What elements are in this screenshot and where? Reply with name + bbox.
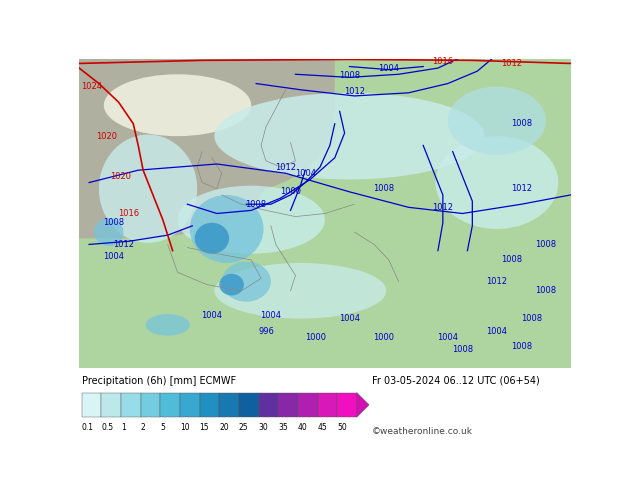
Text: 1020: 1020 bbox=[110, 172, 131, 181]
Ellipse shape bbox=[190, 195, 264, 263]
Bar bbox=[82, 392, 101, 417]
Bar bbox=[160, 392, 180, 417]
Text: 1012: 1012 bbox=[486, 277, 507, 286]
Text: 1012: 1012 bbox=[113, 240, 134, 249]
Bar bbox=[337, 392, 357, 417]
Text: 1004: 1004 bbox=[486, 326, 507, 336]
Polygon shape bbox=[357, 392, 369, 417]
Bar bbox=[180, 392, 200, 417]
Ellipse shape bbox=[99, 135, 197, 243]
Text: 15: 15 bbox=[200, 422, 209, 432]
Text: 25: 25 bbox=[239, 422, 249, 432]
Bar bbox=[298, 392, 318, 417]
Ellipse shape bbox=[195, 223, 229, 254]
Text: 1016: 1016 bbox=[118, 209, 139, 218]
Text: 1008: 1008 bbox=[501, 255, 522, 265]
Text: 30: 30 bbox=[259, 422, 268, 432]
Ellipse shape bbox=[94, 218, 124, 246]
Text: 1008: 1008 bbox=[511, 342, 532, 351]
Text: 1024: 1024 bbox=[81, 82, 102, 91]
Text: 1008: 1008 bbox=[511, 119, 532, 128]
Text: 1012: 1012 bbox=[501, 59, 522, 68]
Bar bbox=[141, 392, 160, 417]
Text: 0.5: 0.5 bbox=[101, 422, 113, 432]
Bar bbox=[219, 392, 239, 417]
Text: 5: 5 bbox=[160, 422, 165, 432]
Bar bbox=[239, 392, 259, 417]
Text: 1004: 1004 bbox=[261, 311, 281, 320]
Text: 1004: 1004 bbox=[378, 64, 399, 73]
Text: 0.1: 0.1 bbox=[82, 422, 94, 432]
Text: 1008: 1008 bbox=[339, 72, 360, 80]
Text: 10: 10 bbox=[180, 422, 190, 432]
Text: 1004: 1004 bbox=[295, 169, 316, 178]
Text: 1020: 1020 bbox=[96, 132, 117, 141]
Ellipse shape bbox=[178, 186, 325, 254]
Text: 45: 45 bbox=[318, 422, 327, 432]
Ellipse shape bbox=[104, 74, 251, 136]
Text: 1012: 1012 bbox=[432, 203, 453, 212]
Text: 1008: 1008 bbox=[373, 184, 394, 193]
Text: 1004: 1004 bbox=[339, 314, 360, 323]
Ellipse shape bbox=[436, 136, 559, 229]
Text: 1: 1 bbox=[121, 422, 126, 432]
Text: 1004: 1004 bbox=[103, 252, 124, 261]
FancyBboxPatch shape bbox=[0, 6, 276, 238]
Text: 1008: 1008 bbox=[452, 345, 473, 354]
Ellipse shape bbox=[222, 262, 271, 302]
Bar bbox=[278, 392, 298, 417]
Text: 20: 20 bbox=[219, 422, 229, 432]
Text: 2: 2 bbox=[141, 422, 145, 432]
Text: 1000: 1000 bbox=[280, 187, 301, 196]
Text: Precipitation (6h) [mm] ECMWF: Precipitation (6h) [mm] ECMWF bbox=[82, 376, 236, 386]
Text: 996: 996 bbox=[258, 326, 274, 336]
Text: 35: 35 bbox=[278, 422, 288, 432]
Text: 1012: 1012 bbox=[275, 163, 296, 172]
Text: 1004: 1004 bbox=[202, 311, 223, 320]
Text: 1008: 1008 bbox=[245, 200, 267, 209]
Text: 1000: 1000 bbox=[304, 333, 326, 342]
Ellipse shape bbox=[146, 314, 190, 336]
Text: 50: 50 bbox=[337, 422, 347, 432]
Bar bbox=[318, 392, 337, 417]
Bar bbox=[121, 392, 141, 417]
Text: Fr 03-05-2024 06..12 UTC (06+54): Fr 03-05-2024 06..12 UTC (06+54) bbox=[372, 376, 540, 386]
Text: 1008: 1008 bbox=[536, 286, 557, 295]
Text: ©weatheronline.co.uk: ©weatheronline.co.uk bbox=[372, 427, 472, 436]
FancyBboxPatch shape bbox=[0, 0, 335, 198]
Text: 1008: 1008 bbox=[103, 218, 124, 227]
Text: 1000: 1000 bbox=[373, 333, 394, 342]
Bar bbox=[259, 392, 278, 417]
Ellipse shape bbox=[448, 87, 546, 155]
Bar bbox=[200, 392, 219, 417]
Text: 40: 40 bbox=[298, 422, 307, 432]
Ellipse shape bbox=[219, 274, 244, 295]
Ellipse shape bbox=[214, 93, 484, 179]
Text: 1012: 1012 bbox=[511, 184, 532, 193]
Text: 1008: 1008 bbox=[536, 240, 557, 249]
Text: 1016: 1016 bbox=[432, 57, 453, 66]
Bar bbox=[101, 392, 121, 417]
Text: 1004: 1004 bbox=[437, 333, 458, 342]
Text: 1008: 1008 bbox=[521, 314, 542, 323]
Text: 1012: 1012 bbox=[344, 87, 365, 96]
Ellipse shape bbox=[214, 263, 386, 318]
